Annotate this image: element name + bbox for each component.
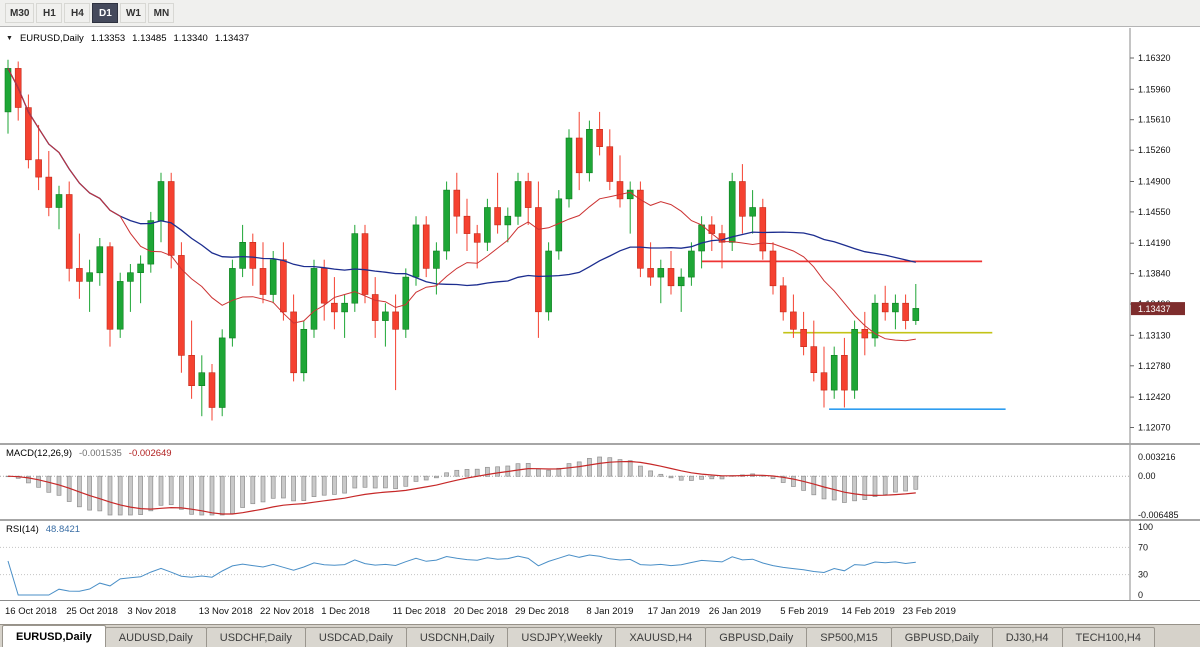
svg-text:1.14190: 1.14190	[1138, 238, 1171, 248]
date-label: 17 Jan 2019	[647, 606, 700, 617]
svg-text:1.12420: 1.12420	[1138, 392, 1171, 402]
tab-gbpusd-daily[interactable]: GBPUSD,Daily	[890, 627, 993, 647]
date-label: 14 Feb 2019	[841, 606, 895, 617]
chart-ohlc-header: ▼ EURUSD,Daily 1.13353 1.13485 1.13340 1…	[6, 33, 249, 44]
tab-usdchf-daily[interactable]: USDCHF,Daily	[205, 627, 306, 647]
date-label: 13 Nov 2018	[198, 606, 253, 617]
svg-text:0.003216: 0.003216	[1138, 452, 1176, 462]
macd-axis: 0.003216 0.00 -0.006485	[1138, 452, 1179, 519]
rsi-value: 48.8421	[45, 524, 81, 535]
macd-header: MACD(12,26,9) -0.001535 -0.002649	[6, 448, 172, 459]
svg-text:1.12780: 1.12780	[1138, 361, 1171, 371]
svg-text:1.15960: 1.15960	[1138, 84, 1171, 94]
timeframe-button-H1[interactable]: H1	[36, 3, 63, 23]
rsi-canvas: 100 70 30 0	[0, 521, 1153, 600]
timeframe-button-MN[interactable]: MN	[148, 3, 175, 23]
collapse-indicator-icon[interactable]: ▼	[6, 35, 13, 42]
chart-tab-bar: EURUSD,Daily AUDUSD,Daily USDCHF,Daily USDC…	[0, 624, 1200, 647]
ma-fast-line	[7, 68, 916, 342]
candlesticks	[4, 59, 920, 421]
date-label: 25 Oct 2018	[66, 606, 118, 617]
current-price-badge: 1.13437	[1131, 302, 1185, 316]
timeframe-toolbar: M30 H1 H4 D1 W1 MN	[0, 0, 1200, 27]
timeframe-button-M30[interactable]: M30	[5, 3, 35, 23]
date-label: 22 Nov 2018	[260, 606, 314, 617]
tab-usdcad-daily[interactable]: USDCAD,Daily	[304, 627, 407, 647]
date-label: 16 Oct 2018	[5, 606, 57, 617]
macd-title: MACD(12,26,9)	[6, 448, 72, 459]
rsi-header: RSI(14) 48.8421	[6, 524, 80, 535]
svg-text:0: 0	[1138, 590, 1143, 600]
tab-usdjpy-weekly[interactable]: USDJPY,Weekly	[507, 627, 617, 647]
tab-dj30-h4[interactable]: DJ30,H4	[991, 627, 1063, 647]
date-label: 26 Jan 2019	[708, 606, 762, 617]
macd-canvas: 0.003216 0.00 -0.006485	[0, 445, 1179, 519]
tab-gbpusd-daily[interactable]: GBPUSD,Daily	[705, 627, 808, 647]
svg-text:70: 70	[1138, 542, 1148, 552]
tab-audusd-daily[interactable]: AUDUSD,Daily	[104, 627, 207, 647]
timeframe-button-W1[interactable]: W1	[120, 3, 147, 23]
ohlc-high-value: 1.13485	[132, 33, 167, 44]
svg-text:100: 100	[1138, 522, 1153, 532]
macd-histogram	[5, 456, 919, 516]
timeframe-button-H4[interactable]: H4	[64, 3, 91, 23]
date-label: 8 Jan 2019	[586, 606, 634, 617]
rsi-line	[7, 554, 916, 596]
date-label: 1 Dec 2018	[321, 606, 370, 617]
svg-text:0.00: 0.00	[1138, 471, 1156, 481]
date-axis[interactable]: 16 Oct 2018 25 Oct 2018 3 Nov 2018 13 Nov 2…	[0, 600, 1200, 625]
macd-main-value: -0.001535	[79, 448, 122, 459]
ma-slow-line	[7, 68, 916, 287]
rsi-title: RSI(14)	[6, 524, 39, 535]
timeframe-button-D1[interactable]: D1	[92, 3, 119, 23]
svg-text:1.15260: 1.15260	[1138, 145, 1171, 155]
svg-text:1.13840: 1.13840	[1138, 269, 1171, 279]
main-chart-panel[interactable]: 1.16320 1.15960 1.15610 1.15260 1.14900 1.145…	[0, 28, 1200, 443]
svg-text:-0.006485: -0.006485	[1138, 510, 1179, 519]
date-label: 5 Feb 2019	[780, 606, 829, 617]
macd-signal-line	[7, 460, 916, 515]
rsi-axis: 100 70 30 0	[1138, 522, 1153, 600]
date-label: 23 Feb 2019	[902, 606, 956, 617]
tab-xauusd-h4[interactable]: XAUUSD,H4	[615, 627, 707, 647]
rsi-indicator-panel[interactable]: 100 70 30 0 RSI(14) 48.8421	[0, 519, 1200, 600]
svg-text:1.15610: 1.15610	[1138, 115, 1171, 125]
ohlc-close-value: 1.13437	[214, 33, 250, 44]
macd-indicator-panel[interactable]: 0.003216 0.00 -0.006485 MACD(12,26,9) -0.0…	[0, 443, 1200, 519]
tab-tech100-h4[interactable]: TECH100,H4	[1061, 627, 1155, 647]
tab-eurusd-daily[interactable]: EURUSD,Daily	[2, 625, 106, 647]
date-label: 20 Dec 2018	[453, 606, 508, 617]
svg-text:1.12070: 1.12070	[1138, 423, 1171, 433]
ohlc-low-value: 1.13340	[173, 33, 208, 44]
date-label: 11 Dec 2018	[392, 606, 446, 617]
ohlc-open-value: 1.13353	[90, 33, 126, 44]
macd-signal-value: -0.002649	[128, 448, 172, 459]
tab-sp500-m15[interactable]: SP500,M15	[806, 627, 892, 647]
svg-text:1.16320: 1.16320	[1138, 53, 1171, 63]
svg-text:1.14900: 1.14900	[1138, 177, 1171, 187]
chart-symbol-label: EURUSD,Daily	[19, 33, 84, 44]
tab-usdcnh-daily[interactable]: USDCNH,Daily	[405, 627, 509, 647]
svg-text:1.13130: 1.13130	[1138, 330, 1171, 340]
date-label: 29 Dec 2018	[515, 606, 569, 617]
price-axis: 1.16320 1.15960 1.15610 1.15260 1.14900 1.145…	[1130, 53, 1171, 433]
svg-text:1.13437: 1.13437	[1138, 304, 1171, 314]
price-chart-canvas[interactable]: 1.16320 1.15960 1.15610 1.15260 1.14900 1.145…	[0, 28, 1200, 443]
date-label: 3 Nov 2018	[127, 606, 176, 617]
svg-text:1.14550: 1.14550	[1138, 207, 1171, 217]
svg-text:30: 30	[1138, 570, 1148, 580]
